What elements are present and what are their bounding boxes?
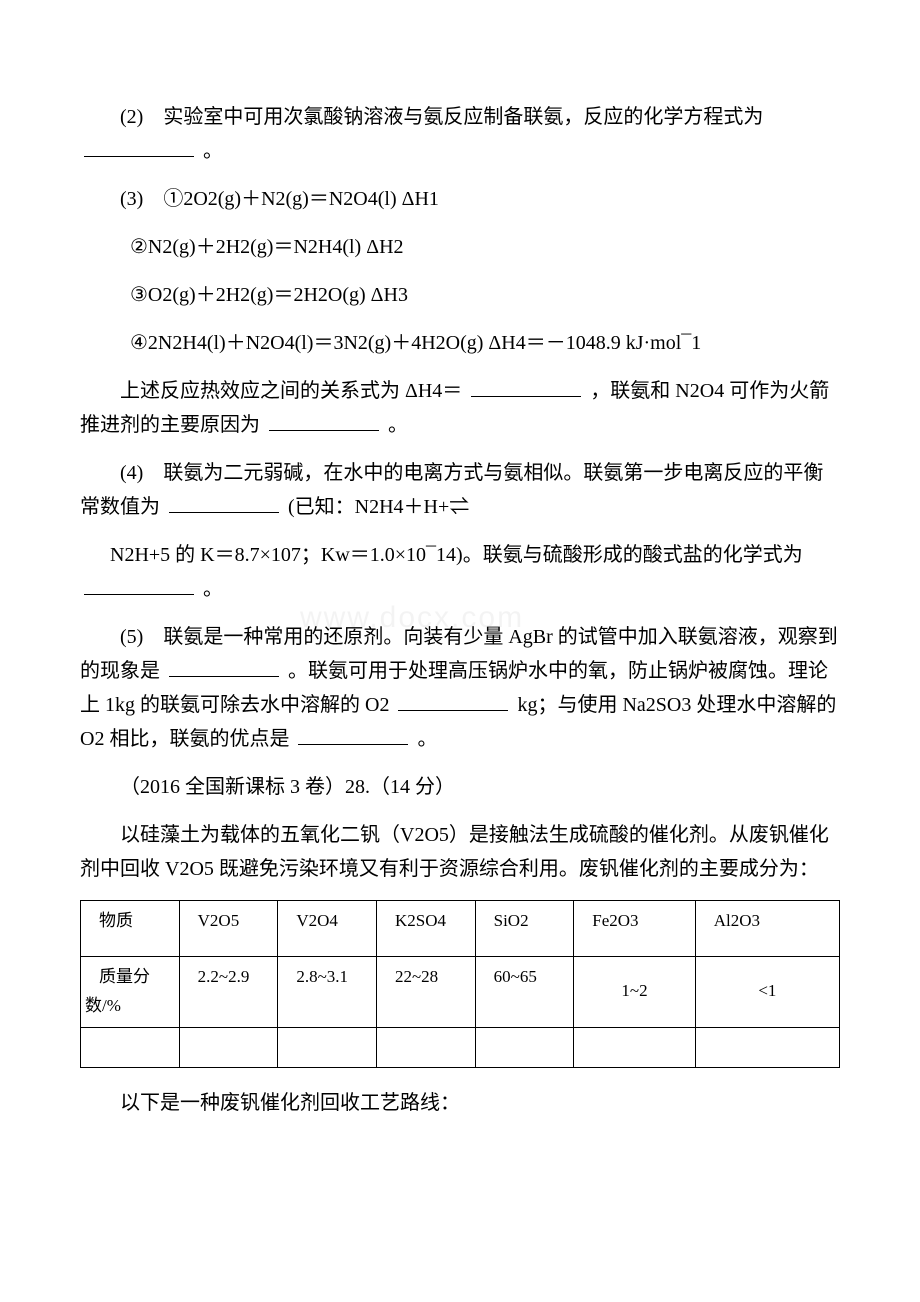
question-3-line3: ③O2(g)＋2H2(g)＝2H2O(g) ΔH3: [80, 278, 840, 312]
q3-blank2: [269, 413, 379, 431]
th-c3: V2O4: [282, 911, 338, 930]
question-4-part2: N2H+5 的 K＝8.7×107；Kw＝1.0×10¯14)。联氨与硫酸形成的…: [80, 538, 840, 606]
vanadium-intro: 以硅藻土为载体的五氧化二钒（V2O5）是接触法生成硫酸的催化剂。从废钒催化剂中回…: [80, 818, 840, 886]
catalyst-table: 物质 V2O5 V2O4 K2SO4 SiO2 Fe2O3 Al2O3 质量分数…: [80, 900, 840, 1068]
tv-c2: 2.2~2.9: [184, 967, 250, 986]
route-text: 以下是一种废钒催化剂回收工艺路线：: [80, 1086, 840, 1120]
th-c5: SiO2: [480, 911, 529, 930]
q4-p2a: N2H+5 的 K＝8.7×107；Kw＝1.0×10¯14)。联氨与硫酸形成的…: [110, 544, 803, 566]
question-2: (2) 实验室中可用次氯酸钠溶液与氨反应制备联氨，反应的化学方程式为 。: [80, 100, 840, 168]
th-c7: Al2O3: [700, 911, 760, 930]
tv-c1: 质量分数/%: [85, 967, 150, 1015]
q5-blank2: [398, 693, 508, 711]
th-c6: Fe2O3: [578, 911, 638, 930]
q4-p1b: (已知：N2H4＋H+⇌: [288, 496, 469, 518]
table-row-values: 质量分数/% 2.2~2.9 2.8~3.1 22~28 60~65 1~2 <…: [81, 957, 840, 1028]
th-c2: V2O5: [184, 911, 240, 930]
tv-c4: 22~28: [381, 967, 438, 986]
q4-p2b: 。: [203, 578, 223, 600]
th-c1: 物质: [85, 911, 133, 930]
tv-c3: 2.8~3.1: [282, 967, 348, 986]
question-3-line1: (3) ①2O2(g)＋N2(g)＝N2O4(l) ΔH1: [80, 182, 840, 216]
question-4-part1: (4) 联氨为二元弱碱，在水中的电离方式与氨相似。联氨第一步电离反应的平衡常数值…: [80, 456, 840, 524]
question-3-line4: ④2N2H4(l)＋N2O4(l)＝3N2(g)＋4H2O(g) ΔH4＝－10…: [80, 326, 840, 360]
tv-c7: <1: [758, 981, 776, 1000]
q3-blank1: [471, 379, 581, 397]
tv-c5: 60~65: [480, 967, 537, 986]
question-3-line2: ②N2(g)＋2H2(g)＝N2H4(l) ΔH2: [80, 230, 840, 264]
q5-blank1: [169, 659, 279, 677]
tv-c6: 1~2: [621, 981, 647, 1000]
table-row-header: 物质 V2O5 V2O4 K2SO4 SiO2 Fe2O3 Al2O3: [81, 901, 840, 957]
table-row-empty: [81, 1027, 840, 1067]
q3-rel-a: 上述反应热效应之间的关系式为 ΔH4＝: [80, 380, 462, 402]
q2-text-b: 。: [203, 140, 223, 162]
q2-text-a: (2) 实验室中可用次氯酸钠溶液与氨反应制备联氨，反应的化学方程式为: [120, 106, 763, 128]
q3-rel-c: 。: [388, 414, 408, 436]
th-c4: K2SO4: [381, 911, 446, 930]
question-3-relation: 上述反应热效应之间的关系式为 ΔH4＝ ，联氨和 N2O4 可作为火箭推进剂的主…: [80, 374, 840, 442]
q2-blank: [84, 139, 194, 157]
header-2016: （2016 全国新课标 3 卷）28.（14 分）: [80, 770, 840, 804]
q5-d: 。: [417, 728, 437, 750]
q4-blank1: [169, 495, 279, 513]
q4-blank2: [84, 577, 194, 595]
question-5: (5) 联氨是一种常用的还原剂。向装有少量 AgBr 的试管中加入联氨溶液，观察…: [80, 620, 840, 756]
q5-blank3: [298, 727, 408, 745]
